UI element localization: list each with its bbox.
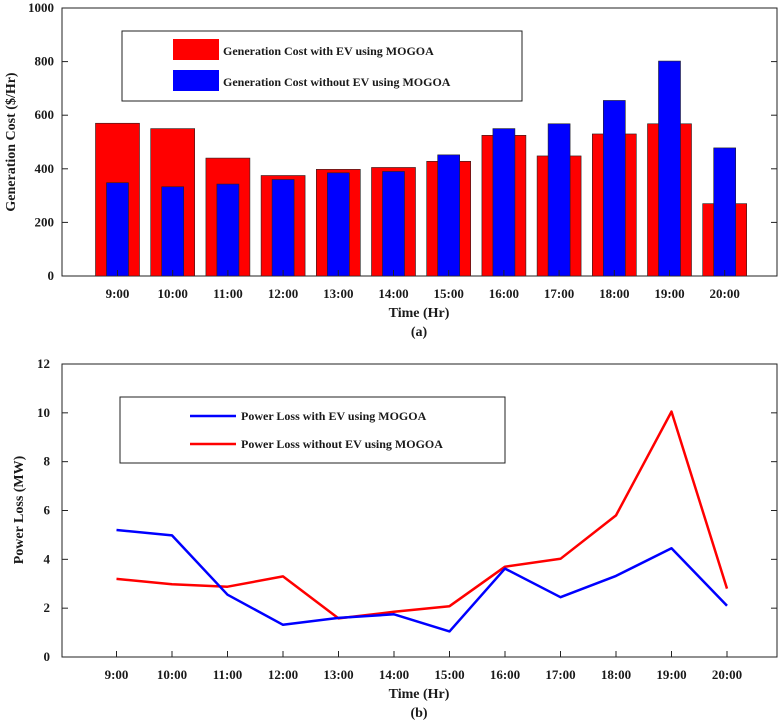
- bar-without-ev-11:00: [216, 183, 240, 277]
- x-tick-label: 9:00: [106, 286, 130, 301]
- legend-box-b: [119, 396, 506, 464]
- y-tick-label: 1000: [28, 0, 54, 15]
- x-tick-label: 18:00: [599, 286, 629, 301]
- x-ticks: 9:00 10:00 11:00 12:00 13:00 14:00 15:00 16:00 1…: [106, 270, 740, 301]
- bars-group: [95, 60, 748, 277]
- y-ticks: 0 200 400 600 800 1000: [28, 0, 777, 283]
- x-tick-label: 17:00: [544, 286, 574, 301]
- bar-without-ev-15:00: [437, 154, 461, 277]
- x-ticks: 9:00 10:00 11:00 12:00 13:00 14:00 15:00 16:00 1…: [105, 651, 742, 682]
- x-tick-label: 9:00: [105, 667, 129, 682]
- bar-without-ev-13:00: [326, 172, 350, 277]
- x-tick-label: 14:00: [379, 667, 409, 682]
- legend-swatch-with-ev: [173, 39, 219, 60]
- x-tick-label: 10:00: [158, 286, 188, 301]
- x-tick-label: 19:00: [654, 286, 684, 301]
- bar-without-ev-19:00: [658, 60, 681, 277]
- x-tick-label: 13:00: [323, 667, 353, 682]
- caption-b: (b): [410, 706, 427, 721]
- y-tick-label: 200: [35, 214, 55, 229]
- legend-label-loss-with-ev: Power Loss with EV using MOGOA: [241, 409, 427, 423]
- x-tick-label: 14:00: [378, 286, 408, 301]
- y-tick-label: 0: [48, 268, 55, 283]
- bar-without-ev-18:00: [602, 100, 626, 277]
- bar-without-ev-9:00: [106, 182, 129, 277]
- lines-group: [116, 410, 729, 633]
- bar-without-ev-14:00: [382, 171, 405, 277]
- legend-label-with-ev: Generation Cost with EV using MOGOA: [223, 44, 434, 58]
- x-tick-label: 20:00: [710, 286, 740, 301]
- bar-without-ev-20:00: [713, 147, 737, 277]
- x-tick-label: 10:00: [157, 667, 187, 682]
- legend-label-loss-without-ev: Power Loss without EV using MOGOA: [241, 437, 443, 451]
- y-tick-label: 600: [35, 107, 55, 122]
- bar-without-ev-17:00: [547, 123, 571, 277]
- x-tick-label: 11:00: [213, 667, 243, 682]
- bar-without-ev-12:00: [271, 179, 295, 277]
- y-ticks: 0 2 4 6 8 10 12: [37, 356, 777, 664]
- legend-swatch-without-ev: [173, 70, 219, 91]
- generation-cost-bar-chart: 0 200 400 600 800 1000 9:00 10:00 11:00 12:00 13:…: [4, 0, 778, 340]
- y-tick-label: 400: [35, 161, 55, 176]
- bar-without-ev-10:00: [161, 186, 184, 277]
- legend-b: Power Loss with EV using MOGOA Power Los…: [119, 396, 506, 464]
- y-tick-label: 0: [44, 649, 51, 664]
- y-axis-label-a: Generation Cost ($/Hr): [4, 72, 19, 212]
- x-tick-label: 17:00: [545, 667, 575, 682]
- legend-a: Generation Cost with EV using MOGOA Gene…: [121, 30, 523, 102]
- y-tick-label: 10: [37, 405, 50, 420]
- x-tick-label: 15:00: [434, 667, 464, 682]
- x-tick-label: 19:00: [656, 667, 686, 682]
- x-tick-label: 15:00: [434, 286, 464, 301]
- y-tick-label: 8: [44, 454, 51, 469]
- x-axis-label-b: Time (Hr): [389, 687, 450, 702]
- x-axis-label-a: Time (Hr): [389, 306, 450, 321]
- y-tick-label: 2: [44, 600, 51, 615]
- x-tick-label: 20:00: [712, 667, 742, 682]
- bar-without-ev-16:00: [492, 128, 516, 277]
- x-tick-label: 18:00: [601, 667, 631, 682]
- y-axis-label-b: Power Loss (MW): [12, 455, 27, 564]
- x-tick-label: 11:00: [213, 286, 243, 301]
- y-tick-label: 800: [35, 54, 55, 69]
- y-tick-label: 4: [44, 551, 51, 566]
- x-tick-label: 13:00: [323, 286, 353, 301]
- y-tick-label: 12: [37, 356, 50, 371]
- legend-label-without-ev: Generation Cost without EV using MOGOA: [223, 75, 451, 89]
- y-tick-label: 6: [44, 503, 51, 518]
- x-tick-label: 12:00: [268, 667, 298, 682]
- x-tick-label: 16:00: [489, 286, 519, 301]
- x-tick-label: 12:00: [268, 286, 298, 301]
- caption-a: (a): [411, 325, 428, 340]
- x-tick-label: 16:00: [490, 667, 520, 682]
- line-loss-with-ev: [116, 528, 728, 633]
- power-loss-line-chart: 0 2 4 6 8 10 12 9:00 10:00 11:00 12:00 13:00 14:00 1…: [12, 356, 778, 721]
